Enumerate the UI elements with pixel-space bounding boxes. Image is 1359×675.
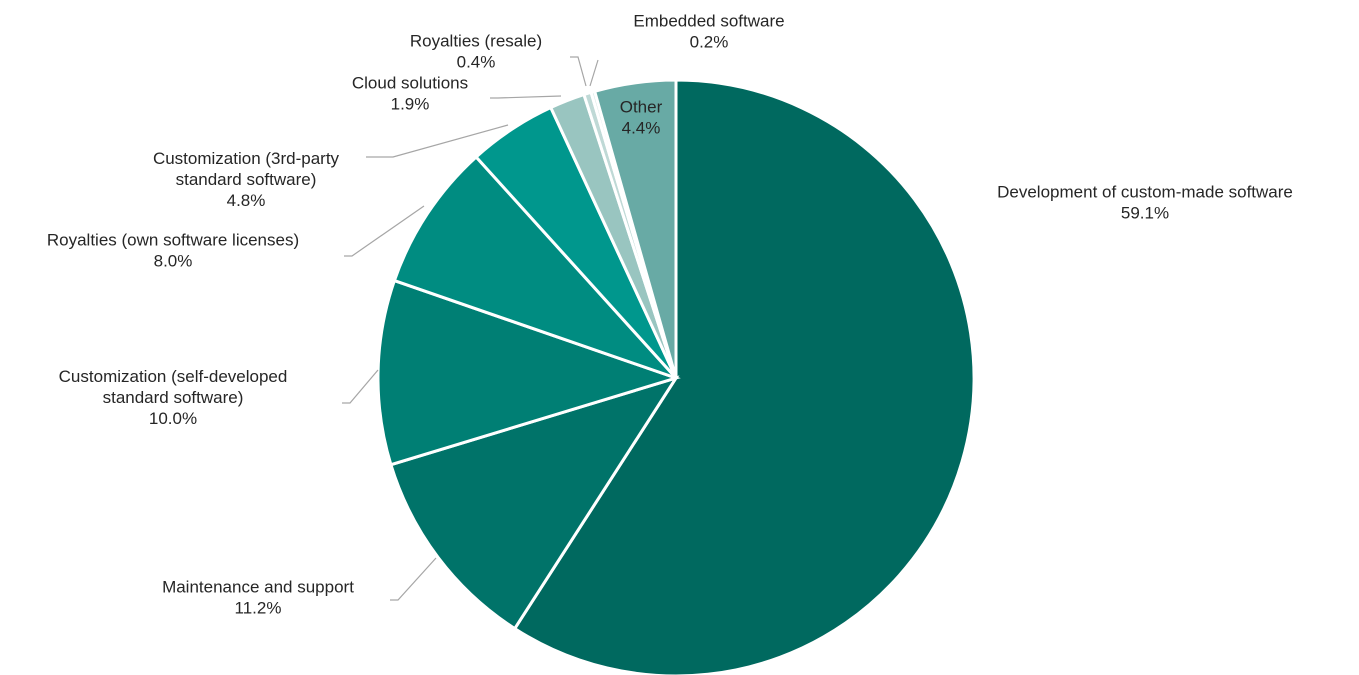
slice-label-4: Customization (3rd-party standard softwar… <box>153 149 340 210</box>
pie-slice-8 <box>592 78 678 379</box>
slice-value-label: 4.4% <box>622 119 661 138</box>
pie-slice-2 <box>376 278 681 467</box>
slice-label-0: Development of custom-made software 59.1% <box>997 183 1293 223</box>
pie-slice-3 <box>392 154 678 380</box>
slice-label-1: Maintenance and support 11.2% <box>162 578 354 618</box>
slice-name-label: Embedded software <box>633 12 784 31</box>
slice-label-8: Other 4.4% <box>620 98 663 138</box>
slice-value-label: 0.2% <box>690 33 729 52</box>
slice-value-label: 1.9% <box>391 95 430 114</box>
slice-name-label: Other <box>620 98 663 117</box>
slice-label-7: Embedded software 0.2% <box>633 12 784 52</box>
leader-lines <box>342 56 599 601</box>
slice-value-label: 4.8% <box>227 191 266 210</box>
leader-line-3 <box>344 205 425 257</box>
slice-name-label: Development of custom-made software <box>997 183 1293 202</box>
slice-name-label: standard software) <box>103 388 244 407</box>
slice-value-label: 8.0% <box>154 252 193 271</box>
slice-value-label: 10.0% <box>149 409 197 428</box>
leader-line-6 <box>570 56 587 87</box>
slice-value-label: 59.1% <box>1121 204 1169 223</box>
slice-value-label: 11.2% <box>235 599 282 618</box>
leader-line-2 <box>342 369 379 404</box>
leader-line-5 <box>490 95 562 99</box>
slice-name-label: Maintenance and support <box>162 578 354 597</box>
slice-name-label: standard software) <box>176 170 317 189</box>
slice-label-5: Cloud solutions 1.9% <box>352 74 468 114</box>
leader-line-7 <box>589 59 599 87</box>
slice-name-label: Royalties (own software licenses) <box>47 231 299 250</box>
slice-name-label: Customization (3rd-party <box>153 149 340 168</box>
slice-name-label: Customization (self-developed <box>59 367 288 386</box>
leader-line-4 <box>366 124 509 158</box>
leader-line-1 <box>390 557 437 601</box>
slice-label-3: Royalties (own software licenses) 8.0% <box>47 231 299 271</box>
slice-label-2: Customization (self-developed standard so… <box>59 367 288 428</box>
pie-slices <box>376 78 976 675</box>
pie-slice-0 <box>512 78 976 675</box>
slice-name-label: Cloud solutions <box>352 74 468 93</box>
pie-slice-1 <box>389 375 680 631</box>
slice-labels: Development of custom-made software 59.1%… <box>47 12 1293 618</box>
slice-name-label: Royalties (resale) <box>410 32 542 51</box>
slice-label-6: Royalties (resale) 0.4% <box>410 32 542 72</box>
slice-value-label: 0.4% <box>457 53 496 72</box>
